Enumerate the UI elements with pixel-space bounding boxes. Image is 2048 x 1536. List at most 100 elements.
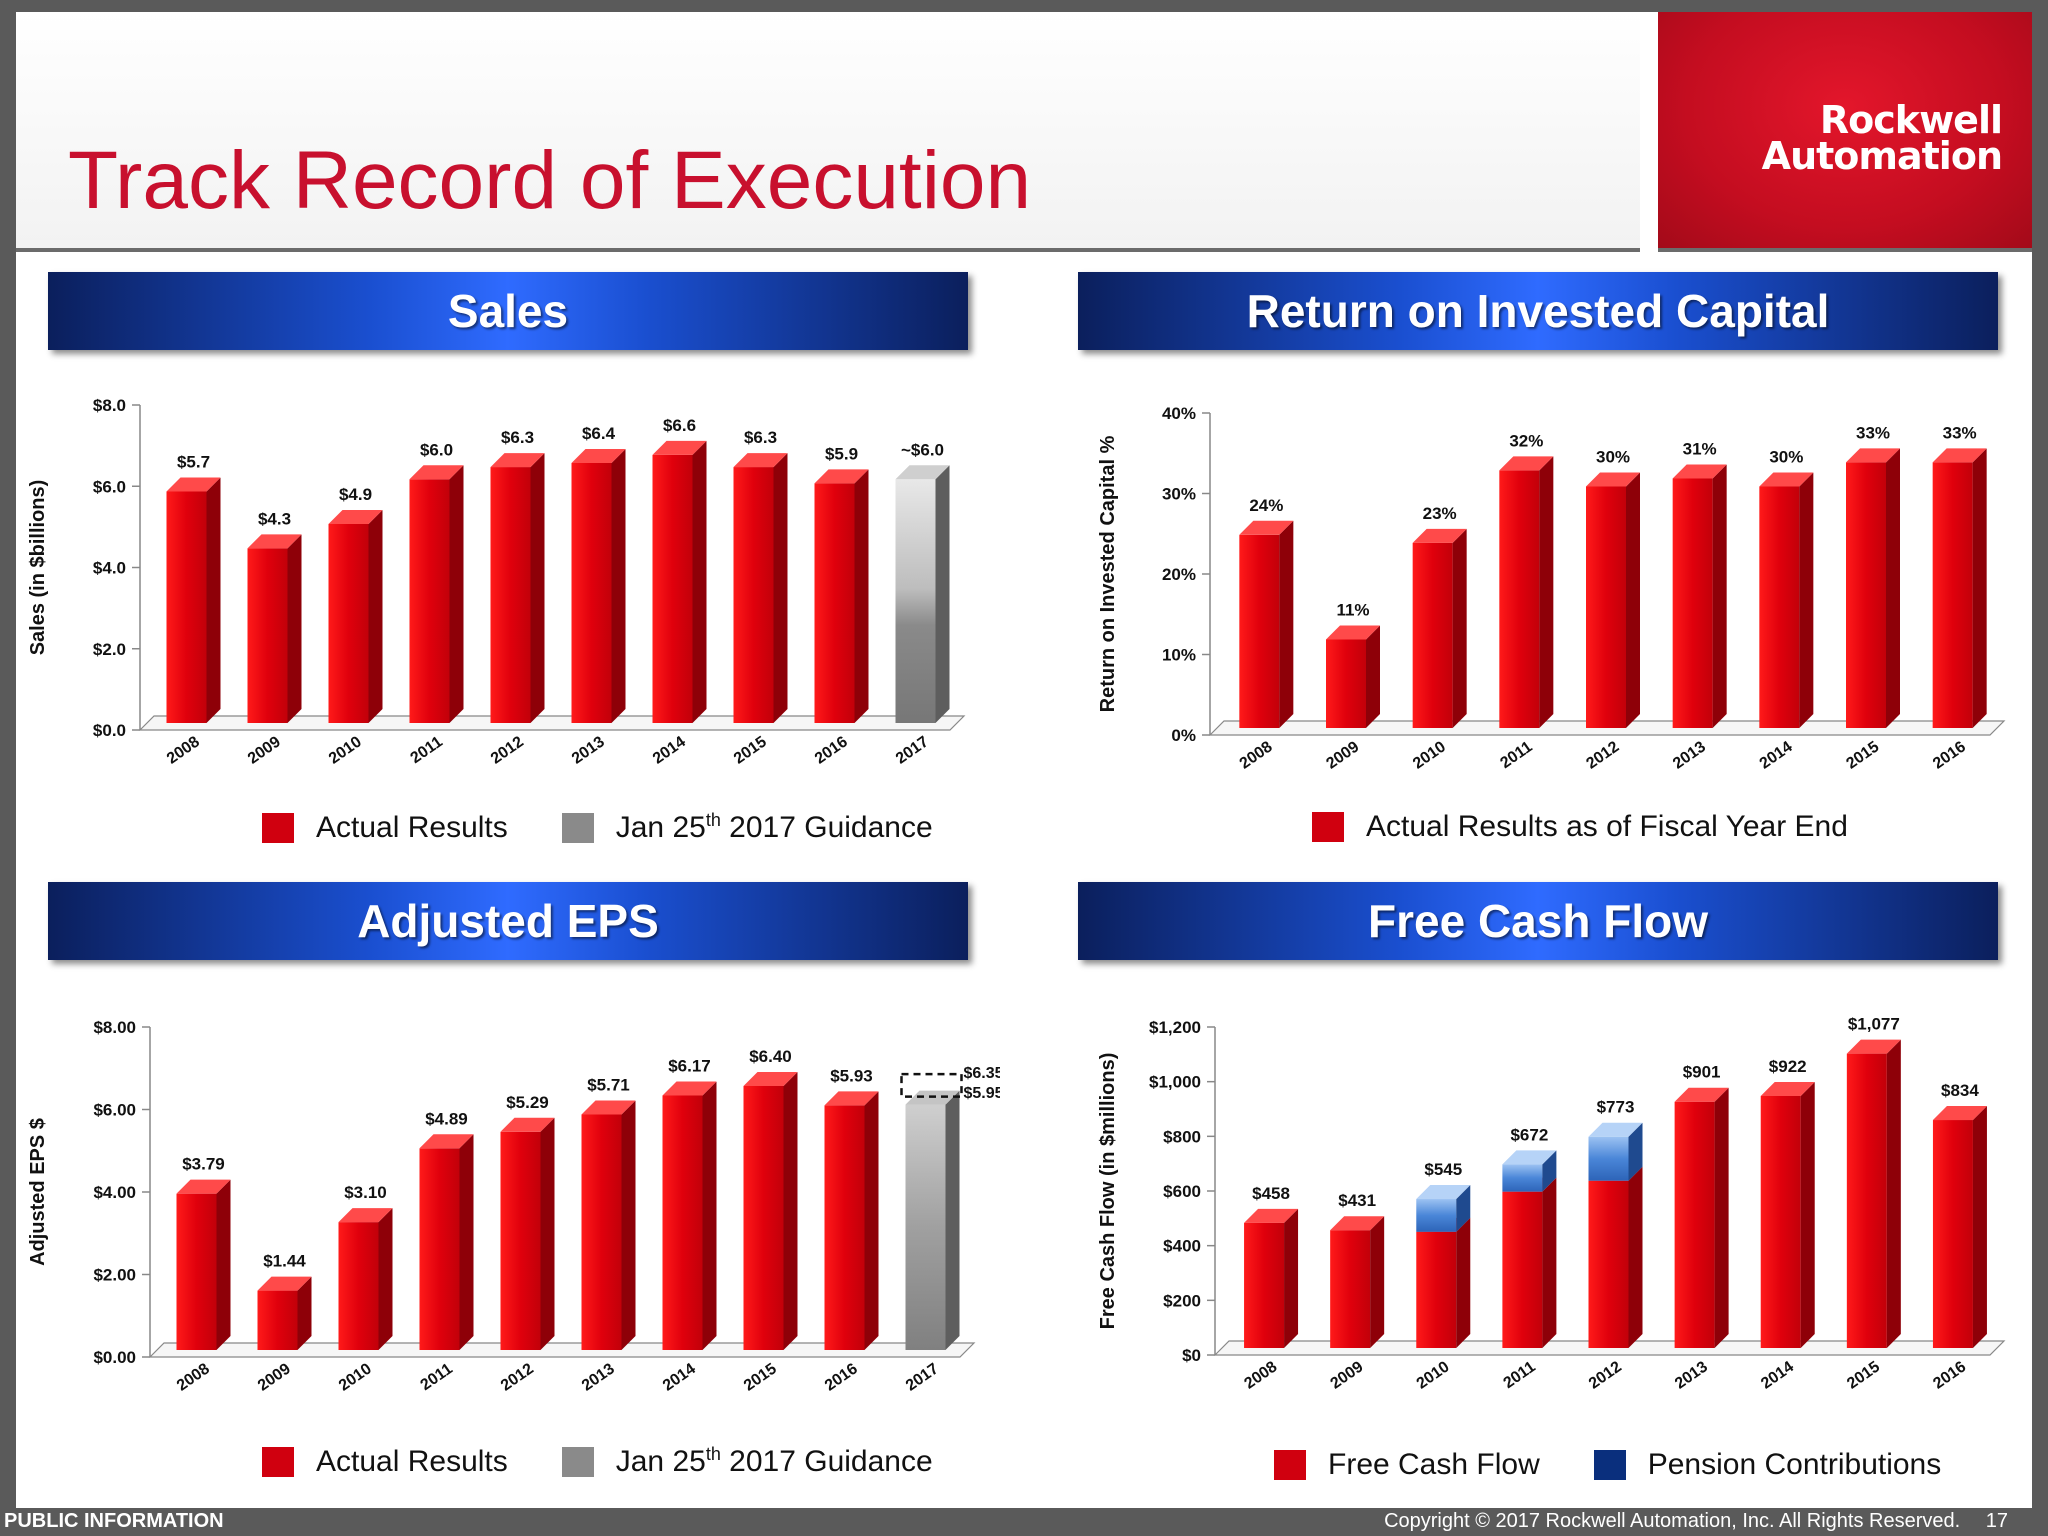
footer-copyright: Copyright © 2017 Rockwell Automation, In…: [1384, 1510, 2008, 1533]
fcf-banner: Free Cash Flow: [1078, 882, 1998, 960]
x-tick-label-2008: 2008: [174, 1360, 213, 1394]
bar-2013: [581, 1100, 636, 1350]
guidance-low-label: $5.95: [964, 1085, 1001, 1102]
data-label-2010: $4.9: [339, 485, 372, 504]
y-tick-label: $1,200: [1149, 1018, 1201, 1037]
y-tick-label: $800: [1163, 1127, 1201, 1146]
data-label-2012: $6.3: [501, 428, 534, 447]
bar-2008: [166, 477, 221, 723]
x-tick-label-2009: 2009: [1328, 1358, 1367, 1392]
legend-label-pension: Pension Contributions: [1647, 1448, 1942, 1481]
x-tick-label-2008: 2008: [1237, 738, 1276, 772]
x-tick-label-2008: 2008: [1241, 1358, 1280, 1392]
bar-fcf-2012: [1588, 1166, 1643, 1348]
bar-fcf-2015: [1846, 1039, 1901, 1348]
legend-label-actual: Actual Results: [316, 1444, 508, 1478]
x-tick-label-2014: 2014: [650, 733, 689, 767]
data-label-2015: $6.3: [744, 428, 777, 447]
logo: Rockwell Automation: [1658, 12, 2032, 252]
x-tick-label-2013: 2013: [579, 1360, 618, 1394]
y-tick-label: $1,000: [1149, 1073, 1201, 1092]
y-tick-label: $2.0: [93, 640, 126, 659]
bar-2015: [743, 1072, 798, 1350]
y-tick-label: $4.0: [93, 559, 126, 578]
bar-2017: [895, 465, 950, 723]
data-label-2016: $5.93: [830, 1066, 873, 1085]
guidance-range-box: [900, 1072, 963, 1098]
bar-2016: [1932, 448, 1987, 728]
data-label-2013: $6.4: [582, 424, 616, 443]
page-number: 17: [1985, 1510, 2008, 1532]
y-tick-label: $4.00: [93, 1183, 136, 1202]
data-label-2011: $6.0: [420, 440, 453, 459]
data-label-2017: ~$6.0: [901, 440, 944, 459]
data-label-2008: $3.79: [182, 1155, 225, 1174]
data-label-2010: $3.10: [344, 1183, 387, 1202]
x-tick-label-2015: 2015: [1844, 1358, 1883, 1392]
legend-swatch-pension: [1593, 1450, 1626, 1480]
bar-2010: [338, 1208, 393, 1350]
x-tick-label-2009: 2009: [1323, 738, 1362, 772]
y-tick-label: 0%: [1171, 726, 1196, 745]
data-label-2012: 30%: [1596, 448, 1630, 467]
legend-swatch-actual: [1312, 812, 1344, 842]
roic-chart: 0% 10% 20% 30% 40% Return on Invested Capital…: [1097, 404, 2006, 773]
bar-2016: [824, 1091, 879, 1350]
data-label-2011: 32%: [1509, 431, 1543, 450]
bar-pension-2011: [1502, 1150, 1557, 1192]
x-tick-label-2013: 2013: [1672, 1358, 1711, 1392]
bar-2012: [500, 1117, 555, 1350]
guidance-high-label: $6.35: [964, 1065, 1001, 1082]
bar-fcf-2010: [1416, 1217, 1471, 1348]
x-tick-label-2017: 2017: [903, 1360, 942, 1394]
bar-2012: [490, 453, 545, 723]
data-label-2013: $901: [1683, 1063, 1721, 1082]
data-label-2014: 30%: [1769, 448, 1803, 467]
bar-fcf-2009: [1330, 1216, 1385, 1348]
y-tick-label: $400: [1163, 1237, 1201, 1256]
fcf-legend: Free Cash Flow Pension Contributions: [1274, 1448, 1995, 1482]
bar-2014: [1759, 472, 1814, 728]
x-tick-label-2014: 2014: [1758, 1358, 1797, 1392]
bar-2009: [247, 534, 302, 723]
bar-2014: [652, 440, 707, 723]
legend-label-actual: Actual Results as of Fiscal Year End: [1366, 810, 1848, 843]
data-label-2008: 24%: [1249, 496, 1283, 515]
legend-label-actual: Actual Results: [316, 810, 508, 844]
bar-2015: [733, 453, 788, 723]
data-label-2015: $6.40: [749, 1047, 792, 1066]
y-tick-label: $0.00: [93, 1348, 136, 1367]
sales-legend: Actual Results Jan 25th 2017 Guidance: [262, 810, 987, 845]
sales-banner: Sales: [48, 272, 968, 350]
bar-2011: [419, 1134, 474, 1350]
x-tick-label-2012: 2012: [1586, 1358, 1625, 1392]
data-label-2016: $834: [1941, 1081, 1979, 1100]
y-axis-label: Sales (in $billions): [27, 480, 49, 656]
data-label-2013: 31%: [1683, 439, 1717, 458]
bar-fcf-2016: [1932, 1106, 1987, 1348]
x-tick-label-2009: 2009: [255, 1360, 294, 1394]
bar-fcf-2011: [1502, 1177, 1557, 1348]
data-label-2014: $6.17: [668, 1056, 711, 1075]
bar-2015: [1846, 448, 1900, 728]
data-label-2012: $5.29: [506, 1093, 549, 1112]
x-tick-label-2008: 2008: [164, 733, 203, 767]
title-bar: Track Record of Execution: [16, 12, 1640, 252]
x-tick-label-2015: 2015: [1843, 738, 1882, 772]
x-tick-label-2016: 2016: [812, 733, 851, 767]
x-tick-label-2010: 2010: [326, 733, 365, 767]
y-tick-label: $200: [1163, 1291, 1201, 1310]
eps-legend: Actual Results Jan 25th 2017 Guidance: [262, 1444, 987, 1479]
y-tick-label: $8.00: [93, 1018, 136, 1037]
legend-swatch-actual: [262, 1446, 294, 1477]
eps-banner: Adjusted EPS: [48, 882, 968, 960]
x-tick-label-2010: 2010: [1410, 738, 1449, 772]
fcf-chart: $0 $200 $400 $600 $800 $1,000 $1,200 Free Cash …: [1097, 1015, 2006, 1393]
y-tick-label: 30%: [1162, 485, 1196, 504]
legend-label-guidance: Jan 25th 2017 Guidance: [615, 810, 933, 844]
x-tick-label-2013: 2013: [1670, 738, 1709, 772]
roic-banner: Return on Invested Capital: [1078, 272, 1998, 350]
bar-pension-2010: [1416, 1185, 1471, 1232]
bar-2008: [176, 1179, 231, 1350]
y-axis-label: Adjusted EPS $: [27, 1118, 49, 1266]
